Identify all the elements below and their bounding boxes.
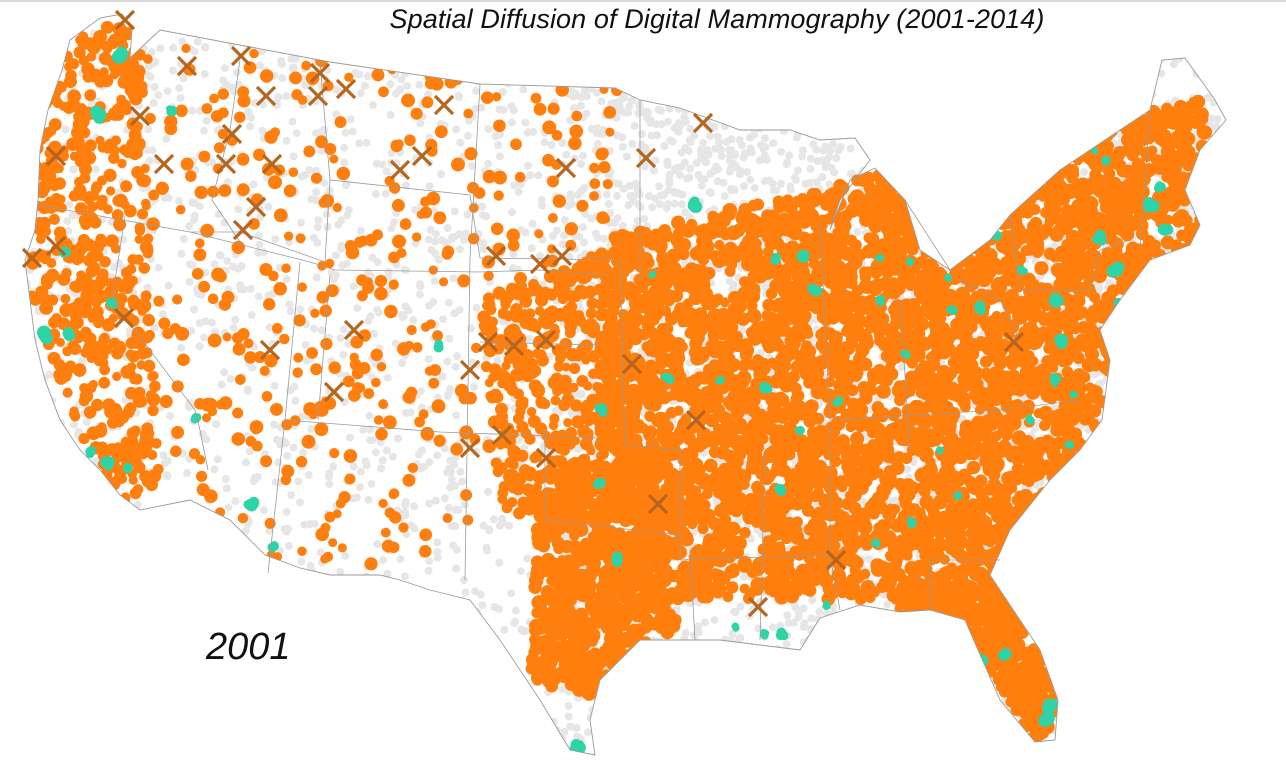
x-marker — [261, 153, 283, 175]
x-marker — [747, 596, 769, 618]
x-marker — [45, 235, 67, 257]
year-label: 2001 — [206, 626, 291, 668]
x-marker — [309, 62, 331, 84]
x-marker — [232, 219, 254, 241]
state-borders — [37, 59, 1151, 641]
x-marker — [635, 147, 657, 169]
x-marker — [529, 253, 551, 275]
x-marker — [153, 153, 175, 175]
x-marker — [323, 381, 345, 403]
x-marker — [335, 78, 357, 100]
x-marker — [45, 145, 67, 167]
x-marker — [555, 157, 577, 179]
x-marker — [692, 112, 714, 134]
x-marker — [459, 359, 481, 381]
x-marker-layer — [21, 9, 1025, 618]
x-marker — [114, 9, 136, 31]
top-rule — [0, 0, 1286, 2]
x-marker — [259, 339, 281, 361]
x-marker — [307, 85, 329, 107]
x-marker — [255, 85, 277, 107]
x-marker — [825, 549, 847, 571]
x-marker — [221, 123, 243, 145]
x-marker — [230, 45, 252, 67]
x-marker — [113, 307, 135, 329]
x-marker — [503, 335, 525, 357]
x-marker — [647, 493, 669, 515]
x-marker — [129, 105, 151, 127]
x-marker — [343, 319, 365, 341]
x-marker — [433, 94, 455, 116]
x-marker — [176, 55, 198, 77]
x-marker — [459, 437, 481, 459]
x-marker — [389, 159, 411, 181]
x-marker — [215, 153, 237, 175]
x-marker — [535, 447, 557, 469]
x-marker — [477, 331, 499, 353]
x-marker — [491, 424, 513, 446]
x-marker — [411, 145, 433, 167]
map-title: Spatial Diffusion of Digital Mammography… — [389, 4, 1045, 34]
us-outline — [24, 13, 1227, 756]
x-marker — [685, 409, 707, 431]
x-marker — [1003, 331, 1025, 353]
x-marker — [485, 245, 507, 267]
x-marker — [245, 196, 267, 218]
x-marker — [535, 329, 557, 351]
x-marker — [551, 245, 573, 267]
x-marker — [21, 247, 43, 269]
x-marker — [621, 353, 643, 375]
